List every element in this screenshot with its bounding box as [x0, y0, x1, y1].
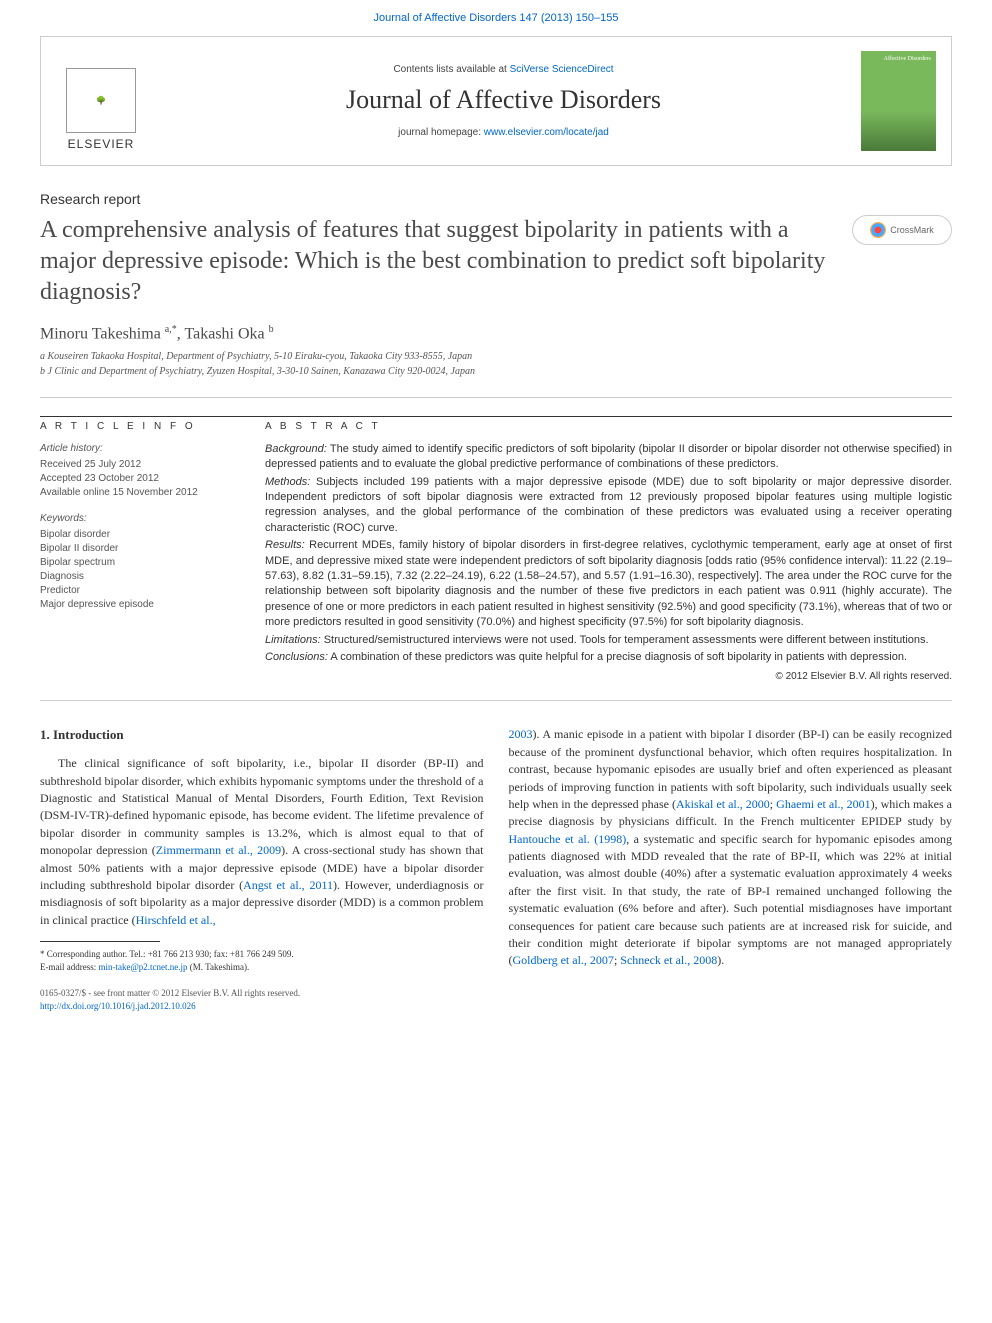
homepage-line: journal homepage: www.elsevier.com/locat… [146, 127, 861, 138]
citation-link[interactable]: 2003 [509, 727, 533, 741]
history-received: Received 25 July 2012 [40, 458, 245, 472]
methods-text: Subjects included 199 patients with a ma… [265, 476, 952, 534]
background-label: Background: [265, 443, 327, 455]
citation-link[interactable]: Schneck et al., 2008 [620, 953, 717, 967]
keyword: Diagnosis [40, 570, 245, 584]
email-line: E-mail address: min-take@p2.tcnet.ne.jp … [40, 961, 484, 974]
top-citation-link[interactable]: Journal of Affective Disorders 147 (2013… [0, 0, 992, 36]
history-label: Article history: [40, 442, 245, 456]
citation-link[interactable]: Zimmermann et al., 2009 [156, 843, 281, 857]
authors: Minoru Takeshima a,*, Takashi Oka b [40, 324, 952, 343]
article-type: Research report [40, 191, 952, 207]
elsevier-logo: 🌳 ELSEVIER [56, 51, 146, 151]
citation-link[interactable]: Ghaemi et al., 2001 [776, 797, 870, 811]
footnote-divider [40, 941, 160, 942]
abstract: A B S T R A C T Background: The study ai… [265, 416, 952, 682]
keyword: Bipolar spectrum [40, 556, 245, 570]
journal-name: Journal of Affective Disorders [146, 85, 861, 115]
history-accepted: Accepted 23 October 2012 [40, 472, 245, 486]
divider [40, 700, 952, 701]
issn-line: 0165-0327/$ - see front matter © 2012 El… [40, 987, 952, 1000]
body-column-right: 2003). A manic episode in a patient with… [509, 726, 953, 973]
email-link[interactable]: min-take@p2.tcnet.ne.jp [98, 962, 187, 972]
doi-link[interactable]: http://dx.doi.org/10.1016/j.jad.2012.10.… [40, 1001, 196, 1011]
journal-header: 🌳 ELSEVIER Contents lists available at S… [40, 36, 952, 166]
crossmark-badge[interactable]: CrossMark [852, 215, 952, 245]
bottom-meta: 0165-0327/$ - see front matter © 2012 El… [40, 987, 952, 1012]
keyword: Predictor [40, 584, 245, 598]
abstract-copyright: © 2012 Elsevier B.V. All rights reserved… [265, 671, 952, 682]
results-label: Results: [265, 539, 305, 551]
journal-cover-thumb: Affective Disorders [861, 51, 936, 151]
body-column-left: 1. Introduction The clinical significanc… [40, 726, 484, 973]
citation-link[interactable]: Angst et al., 2011 [243, 878, 333, 892]
conclusions-text: A combination of these predictors was qu… [328, 651, 907, 663]
citation-link[interactable]: Akiskal et al., 2000 [676, 797, 770, 811]
citation-link[interactable]: Goldberg et al., 2007 [513, 953, 614, 967]
corresponding-author: * Corresponding author. Tel.: +81 766 21… [40, 948, 484, 961]
article-info: A R T I C L E I N F O Article history: R… [40, 416, 265, 682]
elsevier-tree-icon: 🌳 [66, 68, 136, 133]
background-text: The study aimed to identify specific pre… [265, 443, 952, 470]
affiliation-a: a Kouseiren Takaoka Hospital, Department… [40, 349, 952, 364]
history-online: Available online 15 November 2012 [40, 486, 245, 500]
conclusions-label: Conclusions: [265, 651, 328, 663]
citation-link[interactable]: Hirschfeld et al., [136, 913, 216, 927]
contents-prefix: Contents lists available at [393, 64, 509, 75]
keyword: Bipolar II disorder [40, 542, 245, 556]
homepage-prefix: journal homepage: [398, 127, 484, 138]
methods-label: Methods: [265, 476, 310, 488]
results-text: Recurrent MDEs, family history of bipola… [265, 539, 952, 628]
citation-link[interactable]: Hantouche et al. (1998) [509, 832, 627, 846]
crossmark-icon [870, 222, 886, 238]
limitations-text: Structured/semistructured interviews wer… [321, 634, 929, 646]
affiliations: a Kouseiren Takaoka Hospital, Department… [40, 349, 952, 379]
homepage-link[interactable]: www.elsevier.com/locate/jad [484, 127, 609, 138]
publisher-name: ELSEVIER [68, 137, 135, 151]
abstract-heading: A B S T R A C T [265, 421, 952, 432]
limitations-label: Limitations: [265, 634, 321, 646]
article-info-heading: A R T I C L E I N F O [40, 421, 245, 432]
header-center: Contents lists available at SciVerse Sci… [146, 64, 861, 138]
article-title: A comprehensive analysis of features tha… [40, 215, 852, 309]
keywords-label: Keywords: [40, 512, 245, 526]
body-paragraph: 2003). A manic episode in a patient with… [509, 726, 953, 969]
crossmark-label: CrossMark [890, 225, 934, 235]
affiliation-b: b J Clinic and Department of Psychiatry,… [40, 364, 952, 379]
keyword: Major depressive episode [40, 598, 245, 612]
contents-line: Contents lists available at SciVerse Sci… [146, 64, 861, 75]
body-paragraph: The clinical significance of soft bipola… [40, 755, 484, 929]
section-heading: 1. Introduction [40, 726, 484, 745]
keyword: Bipolar disorder [40, 528, 245, 542]
cover-label: Affective Disorders [866, 56, 931, 62]
sciencedirect-link[interactable]: SciVerse ScienceDirect [510, 64, 614, 75]
